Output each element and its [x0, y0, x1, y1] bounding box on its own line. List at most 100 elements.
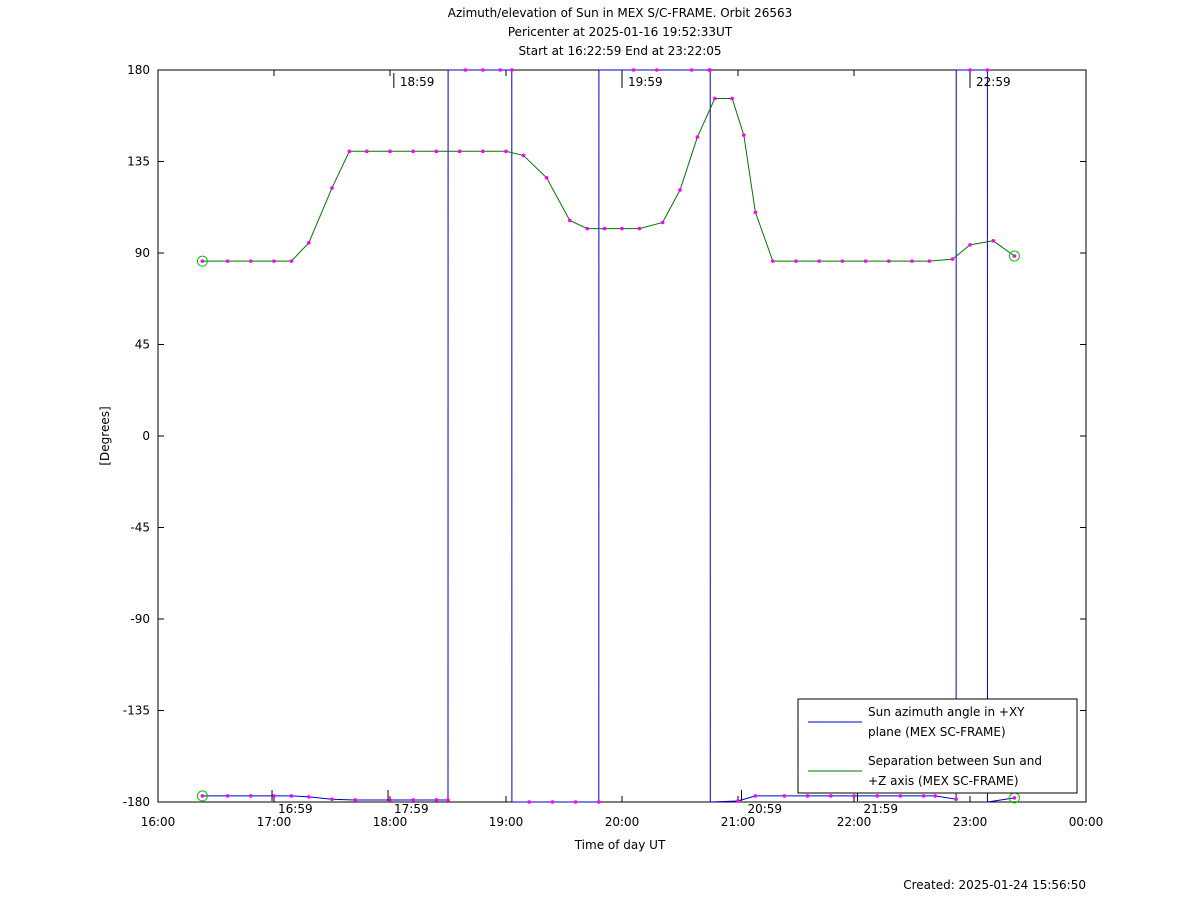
data-point	[771, 259, 775, 263]
y-axis-label: [Degrees]	[98, 406, 112, 465]
data-point	[742, 133, 746, 137]
data-point	[289, 794, 294, 798]
data-point	[753, 794, 758, 798]
x-axis: 16:00 17:00 18:00 19:00 20:00 21:00 22:00 23:00…	[141, 70, 1103, 829]
data-point	[272, 794, 276, 798]
data-point	[498, 68, 503, 72]
x-tick-label: 18:00	[373, 815, 408, 829]
endpoint-marker	[1008, 250, 1020, 262]
data-point	[736, 799, 740, 803]
data-point	[550, 800, 555, 804]
data-point	[817, 259, 821, 263]
data-point	[388, 149, 392, 154]
plot-frame	[157, 69, 1087, 803]
data-point	[1012, 254, 1017, 258]
x-axis-label: Time of day UT	[574, 838, 666, 852]
data-point	[446, 798, 450, 802]
data-point	[782, 794, 787, 798]
data-point	[927, 259, 932, 263]
data-point	[289, 259, 294, 263]
x-tick-label: 16:00	[141, 815, 176, 829]
data-point	[411, 149, 416, 154]
data-point	[968, 243, 972, 247]
data-point	[631, 68, 636, 72]
x-tick-label: 17:00	[257, 815, 292, 829]
time-marker-label: 16:59	[278, 802, 313, 816]
y-tick-label: -135	[123, 704, 150, 718]
data-point	[794, 259, 798, 263]
title-line: Pericenter at 2025-01-16 19:52:33UT	[508, 25, 733, 39]
data-point	[695, 135, 700, 139]
series-line	[202, 98, 1015, 262]
data-point	[985, 68, 990, 72]
data-point	[568, 218, 572, 223]
data-point	[991, 239, 995, 243]
legend-label: Separation between Sun and	[868, 754, 1042, 768]
data-point	[950, 257, 955, 261]
endpoint-marker	[196, 790, 208, 802]
legend-box	[797, 698, 1078, 794]
data-point	[875, 794, 879, 798]
time-marker-label: 18:59	[400, 75, 435, 89]
y-tick-label: 90	[135, 246, 150, 260]
data-point	[840, 259, 845, 263]
data-point	[689, 68, 694, 72]
data-point	[573, 800, 578, 804]
legend-label: +Z axis (MEX SC-FRAME)	[868, 774, 1019, 788]
data-point	[200, 794, 205, 798]
y-tick-label: 45	[135, 338, 150, 352]
data-point	[921, 794, 926, 798]
data-point	[457, 149, 462, 154]
data-point	[1012, 796, 1017, 800]
legend-label: plane (MEX SC-FRAME)	[868, 725, 1006, 739]
data-point	[388, 798, 392, 802]
endpoint-marker	[196, 255, 208, 267]
data-point	[434, 798, 439, 802]
data-point	[708, 68, 712, 72]
data-point	[307, 241, 311, 245]
data-point	[602, 226, 607, 231]
data-point	[200, 259, 205, 263]
data-point	[249, 259, 253, 263]
data-point	[829, 794, 833, 798]
y-tick-label: -45	[130, 521, 150, 535]
data-point	[330, 186, 334, 190]
data-point	[852, 794, 856, 798]
data-point	[521, 153, 526, 158]
x-tick-label: 23:00	[953, 815, 988, 829]
time-marker-label: 22:59	[976, 75, 1011, 89]
data-point	[887, 259, 891, 263]
data-point	[434, 149, 439, 154]
time-marker-label: 20:59	[747, 802, 782, 816]
title-line: Azimuth/elevation of Sun in MEX S/C-FRAM…	[448, 6, 793, 20]
data-point	[225, 259, 230, 263]
data-point	[933, 794, 937, 798]
data-point	[249, 794, 253, 798]
series-lines	[196, 68, 1020, 804]
x-tick-label: 22:00	[837, 815, 872, 829]
data-point	[504, 149, 508, 154]
data-point	[353, 798, 358, 802]
data-point	[597, 800, 601, 804]
time-markers: 16:59 17:59 18:59 19:59 20:59 21:59 22:59	[271, 73, 1011, 816]
data-point	[805, 794, 810, 798]
time-marker-label: 19:59	[628, 75, 663, 89]
time-marker-label: 17:59	[394, 802, 429, 816]
y-tick-label: -90	[130, 612, 150, 626]
data-point	[637, 226, 642, 231]
x-tick-label: 20:00	[605, 815, 640, 829]
y-tick-label: 135	[127, 155, 150, 169]
chart-title: Azimuth/elevation of Sun in MEX S/C-FRAM…	[448, 6, 793, 58]
data-point	[954, 797, 958, 801]
legend-label: Sun azimuth angle in +XY	[868, 705, 1025, 719]
data-point	[753, 210, 758, 215]
data-point	[411, 798, 416, 802]
data-point	[365, 149, 369, 154]
data-point	[272, 259, 276, 263]
data-point	[620, 226, 624, 231]
data-point	[713, 96, 717, 101]
y-tick-label: -180	[123, 795, 150, 809]
data-point	[544, 175, 549, 180]
data-point	[527, 800, 531, 804]
